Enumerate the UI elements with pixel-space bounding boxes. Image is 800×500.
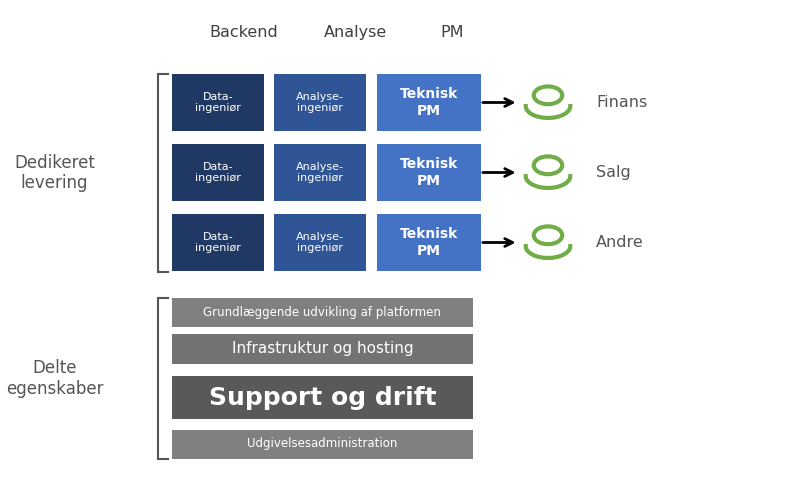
Text: Backend: Backend — [210, 25, 278, 40]
Text: Udgivelsesadministration: Udgivelsesadministration — [247, 438, 398, 450]
Bar — [377, 74, 481, 131]
Text: Teknisk
PM: Teknisk PM — [400, 228, 458, 258]
Text: Support og drift: Support og drift — [209, 386, 436, 409]
Bar — [274, 74, 366, 131]
Text: Finans: Finans — [596, 95, 647, 110]
Text: Analyse-
ingeniør: Analyse- ingeniør — [297, 162, 345, 184]
Text: Infrastruktur og hosting: Infrastruktur og hosting — [231, 342, 414, 356]
Bar — [274, 214, 366, 271]
Text: Analyse-
ingeniør: Analyse- ingeniør — [297, 92, 345, 114]
Bar — [172, 376, 473, 419]
Text: Data-
ingeniør: Data- ingeniør — [195, 162, 241, 184]
Text: Data-
ingeniør: Data- ingeniør — [195, 232, 241, 254]
Bar — [274, 144, 366, 201]
Text: PM: PM — [440, 25, 464, 40]
Text: Analyse: Analyse — [324, 25, 388, 40]
Bar — [172, 298, 473, 327]
Text: Grundlæggende udvikling af platformen: Grundlæggende udvikling af platformen — [203, 306, 442, 319]
Bar — [172, 144, 264, 201]
Text: Salg: Salg — [596, 165, 630, 180]
Bar — [377, 144, 481, 201]
Text: Delte
egenskaber: Delte egenskaber — [6, 359, 103, 398]
Text: Analyse-
ingeniør: Analyse- ingeniør — [297, 232, 345, 254]
Bar — [172, 214, 264, 271]
Bar — [377, 214, 481, 271]
Bar — [172, 74, 264, 131]
Bar — [172, 430, 473, 458]
Text: Andre: Andre — [596, 235, 644, 250]
Text: Teknisk
PM: Teknisk PM — [400, 88, 458, 118]
Text: Data-
ingeniør: Data- ingeniør — [195, 92, 241, 114]
Bar — [172, 334, 473, 364]
Text: Dedikeret
levering: Dedikeret levering — [14, 154, 95, 192]
Text: Teknisk
PM: Teknisk PM — [400, 158, 458, 188]
